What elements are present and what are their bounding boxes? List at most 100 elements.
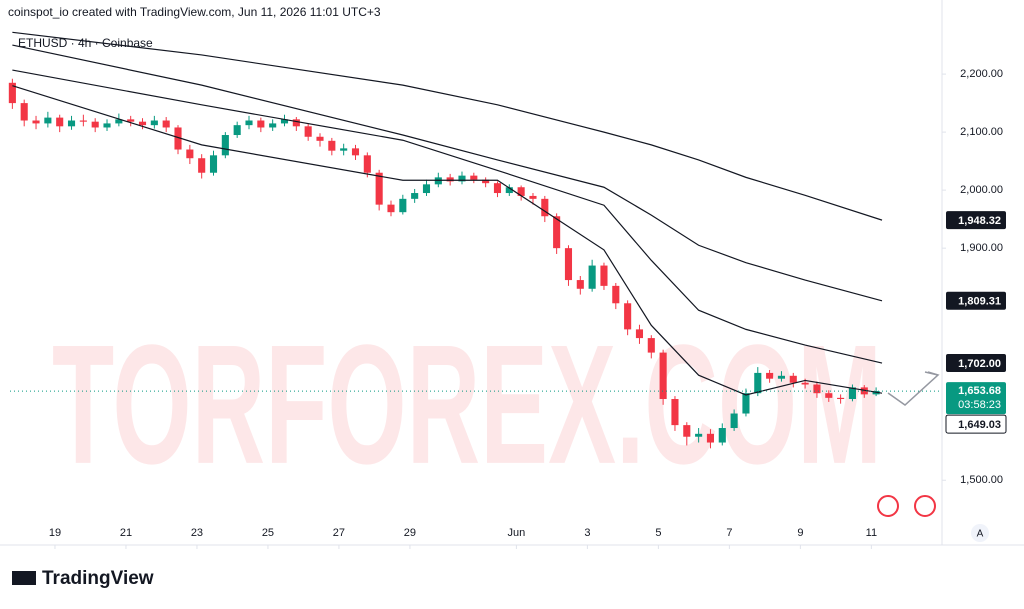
- candle-body: [659, 352, 667, 400]
- candle-body: [138, 121, 147, 126]
- y-tick-label: 2,100.00: [960, 126, 1003, 138]
- candle-body: [446, 177, 454, 182]
- candle-body: [150, 120, 158, 126]
- y-tick-label: 2,000.00: [960, 184, 1003, 196]
- candle-body: [20, 103, 28, 121]
- x-tick-label: 19: [49, 527, 61, 539]
- price-label: 1,948.32: [958, 215, 1001, 227]
- x-tick-label: 27: [333, 527, 345, 539]
- arrow-head: [927, 371, 939, 376]
- last-price-label: 1,653.68: [958, 385, 1001, 397]
- candle-body: [458, 175, 466, 182]
- candle-body: [493, 183, 502, 194]
- price-label: 1,702.00: [958, 358, 1001, 370]
- x-tick-label: 11: [866, 527, 877, 539]
- candle-body: [44, 117, 52, 124]
- candle-body: [280, 119, 289, 124]
- candle-body: [56, 117, 64, 127]
- candle-body: [269, 123, 277, 128]
- moving-average: [12, 85, 883, 396]
- candle-body: [79, 120, 87, 122]
- candle-body: [813, 384, 821, 394]
- logo-mark: [12, 571, 36, 585]
- candle-body: [801, 382, 809, 385]
- y-tick-label: 1,500.00: [960, 474, 1003, 486]
- bid-label-box: [945, 414, 1007, 434]
- candle-body: [127, 119, 135, 122]
- candle-body: [363, 155, 371, 173]
- candle-body: [695, 433, 703, 437]
- x-tick-label: 3: [584, 527, 590, 539]
- footer-logo: TradingView: [42, 568, 154, 589]
- candle-body: [612, 285, 620, 304]
- candle-body: [647, 338, 655, 353]
- candle-body: [683, 425, 691, 437]
- candle-body: [766, 372, 774, 379]
- candle-body: [553, 216, 561, 249]
- candle-body: [221, 135, 229, 156]
- price-label-box: [946, 211, 1006, 230]
- auto-scale-label: A: [977, 529, 984, 540]
- candle-body: [198, 158, 206, 173]
- moving-average: [12, 31, 883, 221]
- candle-body: [635, 329, 644, 339]
- y-tick-label: 2,200.00: [960, 68, 1003, 80]
- auto-scale-button[interactable]: [971, 524, 989, 542]
- candle-body: [411, 193, 419, 199]
- candle-body: [375, 172, 383, 205]
- watermark: TORFOREX.COM: [52, 310, 882, 500]
- candle-body: [422, 184, 431, 194]
- candle-body: [32, 120, 40, 124]
- x-tick-label: 9: [797, 527, 803, 539]
- candle-body: [848, 387, 856, 400]
- candle-body: [103, 123, 111, 128]
- event-flag[interactable]: [877, 495, 899, 517]
- price-label: 1,809.31: [958, 296, 1001, 308]
- candle-body: [564, 248, 573, 281]
- candle-body: [340, 148, 348, 151]
- moving-average: [12, 69, 883, 364]
- candle-body: [257, 120, 265, 128]
- x-tick-label: 23: [191, 527, 203, 539]
- y-tick-label: 1,900.00: [960, 242, 1003, 254]
- candle-body: [825, 393, 833, 398]
- candle-body: [186, 149, 194, 159]
- candle-body: [671, 399, 679, 426]
- candle-body: [837, 397, 845, 400]
- candle-body: [233, 125, 241, 136]
- candle-body: [387, 204, 395, 213]
- countdown-label: 03:58:23: [958, 399, 1001, 411]
- price-label-box: [946, 291, 1006, 310]
- x-tick-label: 21: [120, 527, 132, 539]
- candle-body: [730, 413, 738, 429]
- candle-body: [292, 119, 300, 127]
- symbol: ETHUSD · 4h · Coinbase: [18, 36, 153, 50]
- event-flag[interactable]: [914, 495, 936, 517]
- price-label-box: [946, 354, 1006, 373]
- candle-body: [576, 280, 584, 289]
- candle-body: [517, 187, 525, 196]
- candle-body: [754, 372, 762, 394]
- x-tick-label: 7: [726, 527, 732, 539]
- candle-body: [718, 428, 726, 443]
- moving-average: [12, 44, 883, 302]
- candle-body: [316, 136, 324, 141]
- candle-body: [706, 433, 715, 443]
- candle-body: [91, 121, 99, 128]
- candle-body: [529, 195, 537, 199]
- candle-body: [162, 120, 170, 128]
- candle-body: [789, 375, 797, 383]
- candle-body: [399, 198, 407, 213]
- bid-label: 1,649.03: [958, 419, 1001, 431]
- candle-body: [505, 187, 513, 194]
- candle-body: [8, 82, 16, 104]
- candle-body: [860, 387, 868, 395]
- candle-body: [600, 265, 608, 286]
- candle-body: [742, 393, 750, 414]
- candle-body: [482, 179, 490, 184]
- x-tick-label: 5: [655, 527, 661, 539]
- candle-body: [209, 155, 218, 173]
- candle-body: [174, 127, 182, 150]
- x-tick-label: 25: [262, 527, 274, 539]
